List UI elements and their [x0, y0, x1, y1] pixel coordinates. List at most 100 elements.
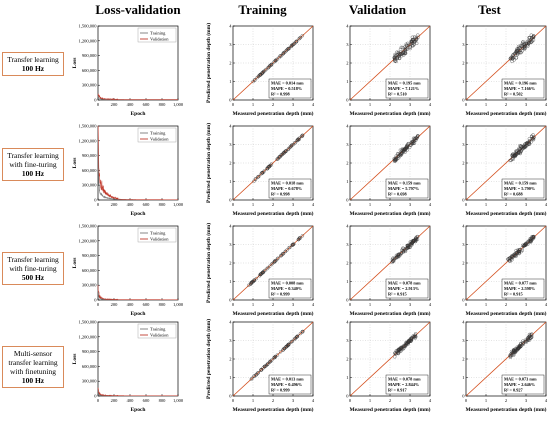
scatter-point	[249, 281, 254, 285]
y-tick-label: 3	[462, 142, 465, 147]
col-header-training: Training	[238, 2, 287, 17]
y-tick-label: 300,000	[82, 83, 97, 89]
scatter-point	[402, 344, 406, 349]
scatter-point	[410, 140, 415, 144]
scatter-point	[394, 157, 398, 162]
legend-label: Training	[150, 231, 166, 236]
y-tick-label: 0	[346, 198, 349, 203]
y-tick-label: 2	[346, 261, 348, 266]
x-tick-label: 4	[312, 102, 315, 107]
y-tick-label: 0	[346, 298, 349, 303]
x-tick-label: 400	[127, 202, 135, 207]
scatter-point	[295, 334, 300, 338]
scatter-point	[399, 45, 403, 50]
scatter-point	[247, 283, 251, 287]
scatter-point	[395, 56, 399, 60]
metric-mape: MAPE = 7.121%	[388, 86, 419, 91]
scatter-point	[529, 239, 533, 243]
x-tick-label: 0	[232, 302, 235, 307]
y-tick-label: 0	[462, 98, 465, 103]
scatter-point	[273, 58, 278, 63]
x-tick-label: 400	[127, 398, 135, 403]
scatter-point	[508, 255, 512, 260]
scatter-point	[517, 344, 522, 349]
scatter-point	[393, 351, 397, 355]
metrics-frame	[268, 178, 312, 199]
chart-loss-validation-row2: 0 200 400 600 800 1,000 0 300,000 600,000 900,000…	[72, 124, 184, 218]
x-tick-label: 3	[409, 102, 412, 107]
x-tick-label: 0	[349, 302, 352, 307]
scatter-point	[266, 65, 271, 70]
scatter-point	[528, 236, 532, 241]
scatter-point	[256, 371, 260, 375]
y-axis-label: Predicted penetration depth (mm)	[205, 23, 212, 103]
scatter-point	[400, 45, 405, 50]
scatter-point	[527, 332, 532, 337]
scatter-point	[295, 334, 300, 339]
chart-test-row3: 0 1 2 3 4 0 1 2 3 4 Measured penetration depth (mm…	[462, 224, 548, 318]
scatter-point	[410, 35, 415, 39]
x-tick-label: 4	[545, 102, 548, 107]
y-tick-label: 2	[462, 261, 464, 266]
scatter-point	[404, 145, 409, 149]
y-tick-label: 4	[346, 24, 349, 29]
x-tick-label: 3	[292, 398, 295, 403]
chart-validation-row2: 0 1 2 3 4 0 1 2 3 4 Measured penetration depth (mm…	[346, 124, 432, 218]
scatter-point	[411, 334, 415, 338]
scatter-point	[410, 37, 415, 42]
scatter-point	[405, 47, 409, 52]
scatter-point	[409, 40, 413, 44]
scatter-point	[402, 50, 406, 55]
x-tick-label: 3	[409, 398, 412, 403]
scatter-point	[397, 252, 401, 257]
metric-mape: MAPE = 0.518%	[271, 86, 302, 91]
scatter-point	[399, 151, 403, 155]
y-tick-label: 1	[462, 79, 464, 84]
scatter-point	[517, 249, 521, 254]
x-tick-label: 200	[111, 102, 119, 107]
x-tick-label: 0	[232, 102, 235, 107]
x-tick-label: 4	[429, 202, 432, 207]
y-tick-label: 3	[346, 242, 349, 247]
scatter-point	[509, 254, 514, 259]
scatter-point	[396, 253, 400, 257]
metric-mape: MAPE = 2.844%	[388, 382, 419, 387]
x-axis-label: Measured penetration depth (mm)	[349, 310, 430, 317]
scatter-point	[396, 254, 400, 259]
metric-mae: MAE = 0.078 mm	[388, 281, 421, 286]
scatter-point	[515, 49, 519, 53]
scatter-point	[392, 258, 396, 262]
scatter-point	[512, 348, 516, 352]
scatter-point	[279, 254, 283, 258]
scatter-point	[393, 355, 397, 359]
metrics-frame	[268, 278, 312, 299]
metric-mape: MAPE = 0.496%	[271, 382, 302, 387]
scatter-point	[528, 38, 533, 42]
x-tick-label: 2	[389, 202, 391, 207]
metric-r2: R² = 0.998	[271, 192, 290, 197]
y-tick-label: 0	[462, 394, 465, 399]
x-axis-label: Measured penetration depth (mm)	[232, 310, 313, 317]
x-tick-label: 2	[272, 398, 274, 403]
chart-validation-row3: 0 1 2 3 4 0 1 2 3 4 Measured penetration depth (mm…	[346, 224, 432, 318]
scatter-point	[287, 146, 292, 150]
y-tick-label: 2	[229, 161, 231, 166]
loss-line-validation	[97, 125, 178, 201]
y-axis-label: Loss	[72, 258, 78, 269]
y-tick-label: 0	[94, 298, 97, 303]
metric-mae: MAE = 0.018 mm	[271, 181, 304, 186]
metric-mape: MAPE = 2.913%	[388, 286, 419, 291]
scatter-point	[265, 167, 269, 171]
scatter-point	[520, 246, 524, 250]
y-axis-label: Loss	[72, 354, 78, 365]
x-tick-label: 1	[485, 202, 487, 207]
legend-box	[137, 127, 177, 143]
x-tick-label: 4	[312, 302, 315, 307]
scatter-point	[529, 240, 533, 244]
scatter-point	[266, 265, 270, 270]
y-tick-label: 1	[229, 179, 231, 184]
x-tick-label: 3	[292, 202, 295, 207]
